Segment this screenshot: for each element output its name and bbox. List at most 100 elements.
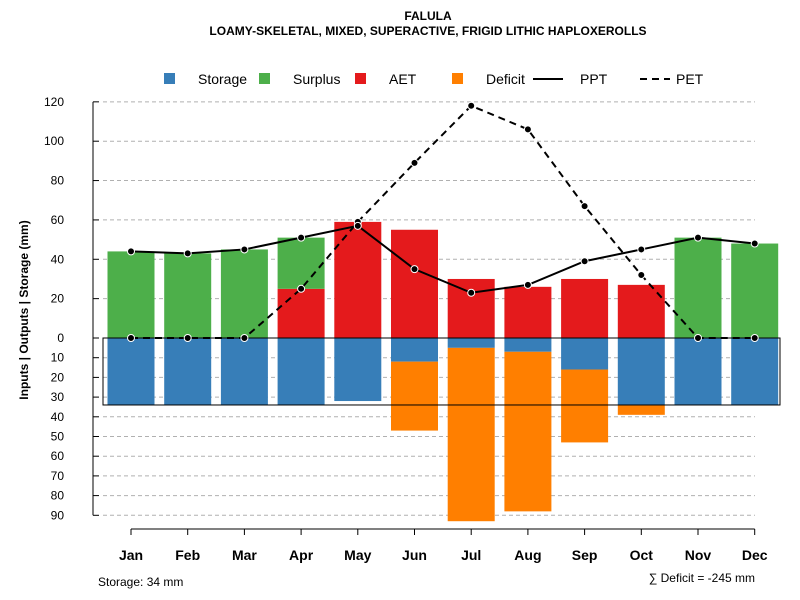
y-tick-label: 100 bbox=[44, 134, 64, 148]
y-tick-label: 80 bbox=[51, 489, 65, 503]
pet-point bbox=[410, 158, 419, 167]
legend-label: PPT bbox=[580, 71, 608, 87]
x-tick-label: Sep bbox=[572, 547, 598, 563]
y-tick-label: 50 bbox=[51, 430, 65, 444]
pet-point bbox=[127, 334, 135, 342]
ppt-point bbox=[353, 221, 362, 230]
x-tick-label: Mar bbox=[232, 547, 257, 563]
chart-subtitle: LOAMY-SKELETAL, MIXED, SUPERACTIVE, FRIG… bbox=[209, 24, 646, 38]
pet-point bbox=[580, 202, 589, 211]
pet-line bbox=[131, 104, 755, 339]
pet-point bbox=[694, 334, 702, 342]
pet-point bbox=[240, 334, 249, 342]
y-tick-label: 90 bbox=[51, 508, 65, 522]
storage-bar bbox=[617, 338, 665, 405]
aet-bar bbox=[277, 288, 325, 338]
y-tick-label: 20 bbox=[51, 292, 65, 306]
ppt-point bbox=[637, 245, 646, 254]
y-axis-label: Inputs | Outputs | Storage (mm) bbox=[17, 220, 31, 399]
y-tick-label: 40 bbox=[51, 252, 65, 266]
y-tick-label: 120 bbox=[44, 95, 64, 109]
ppt-line bbox=[130, 224, 755, 294]
x-tick-label: Apr bbox=[289, 547, 314, 563]
ppt-point bbox=[694, 233, 702, 242]
pet-point bbox=[750, 334, 759, 342]
surplus-bar bbox=[674, 237, 722, 338]
deficit-note: ∑ Deficit = -245 mm bbox=[649, 571, 755, 585]
legend-swatch bbox=[259, 73, 270, 84]
storage-bar bbox=[107, 338, 155, 405]
y-tick-label: 0 bbox=[57, 331, 64, 345]
y-tick-label: 10 bbox=[51, 351, 65, 365]
surplus-bar bbox=[164, 253, 212, 338]
surplus-bar bbox=[731, 243, 779, 338]
pet-point bbox=[637, 271, 646, 280]
storage-bar bbox=[277, 338, 325, 405]
y-tick-label: 80 bbox=[51, 174, 65, 188]
legend-label: PET bbox=[676, 71, 704, 87]
pet-point bbox=[183, 334, 192, 342]
y-tick-label: 30 bbox=[51, 390, 65, 404]
deficit-bar bbox=[561, 369, 609, 443]
x-tick-label: Oct bbox=[630, 547, 654, 563]
legend-label: Deficit bbox=[486, 71, 525, 87]
aet-bar bbox=[561, 278, 609, 338]
pet-point bbox=[523, 125, 532, 134]
x-tick-label: Jan bbox=[119, 547, 143, 563]
y-tick-label: 40 bbox=[51, 410, 65, 424]
axes: 0 20 40 60 80 100 120 10 20 30 40 50 60 70 80 90 Jan Feb M… bbox=[44, 95, 768, 563]
chart-title: FALULA bbox=[404, 9, 452, 23]
ppt-point bbox=[240, 245, 249, 254]
ppt-point bbox=[580, 257, 589, 266]
bars bbox=[102, 221, 781, 522]
storage-bar bbox=[447, 338, 495, 348]
legend-swatch bbox=[355, 73, 366, 84]
storage-capacity-box bbox=[102, 337, 781, 406]
surplus-bar bbox=[107, 251, 155, 338]
storage-note: Storage: 34 mm bbox=[98, 575, 183, 589]
deficit-bar bbox=[504, 351, 552, 512]
ppt-point bbox=[410, 265, 419, 274]
ppt-point bbox=[297, 233, 306, 242]
x-tick-label: Aug bbox=[514, 547, 541, 563]
aet-bar bbox=[391, 229, 438, 338]
x-tick-label: Dec bbox=[742, 547, 768, 563]
y-tick-label: 60 bbox=[51, 213, 65, 227]
legend-swatch bbox=[452, 73, 463, 84]
ppt-point bbox=[750, 239, 759, 248]
y-tick-label: 70 bbox=[51, 469, 65, 483]
legend-label: Storage bbox=[198, 71, 247, 87]
deficit-bar bbox=[447, 347, 495, 522]
ppt-point bbox=[467, 288, 476, 297]
storage-bar bbox=[731, 338, 779, 405]
x-tick-label: Jul bbox=[461, 547, 481, 563]
legend-swatch bbox=[164, 73, 175, 84]
ppt-point bbox=[183, 249, 192, 258]
aet-bar bbox=[447, 278, 495, 338]
legend: Storage Surplus AET Deficit PPT PET bbox=[164, 71, 704, 87]
legend-label: Surplus bbox=[293, 71, 340, 87]
aet-bar bbox=[504, 286, 552, 338]
surplus-bar bbox=[277, 237, 325, 289]
storage-bar bbox=[561, 338, 609, 370]
storage-bar bbox=[674, 338, 722, 405]
ppt-point bbox=[523, 280, 532, 289]
x-tick-label: Feb bbox=[175, 547, 200, 563]
storage-bar bbox=[220, 338, 268, 405]
ppt-point bbox=[127, 247, 135, 256]
aet-bar bbox=[334, 221, 382, 338]
deficit-bar bbox=[391, 361, 438, 431]
deficit-bar bbox=[617, 404, 665, 415]
storage-bar bbox=[164, 338, 212, 405]
x-tick-label: May bbox=[344, 547, 371, 563]
pet-point bbox=[467, 101, 476, 110]
y-tick-label: 20 bbox=[51, 370, 65, 384]
legend-label: AET bbox=[389, 71, 417, 87]
storage-bar bbox=[334, 338, 382, 402]
storage-bar bbox=[391, 338, 438, 362]
storage-bar bbox=[504, 338, 552, 352]
pet-point bbox=[297, 284, 306, 293]
x-tick-label: Nov bbox=[685, 547, 712, 563]
series-lines bbox=[127, 101, 759, 342]
